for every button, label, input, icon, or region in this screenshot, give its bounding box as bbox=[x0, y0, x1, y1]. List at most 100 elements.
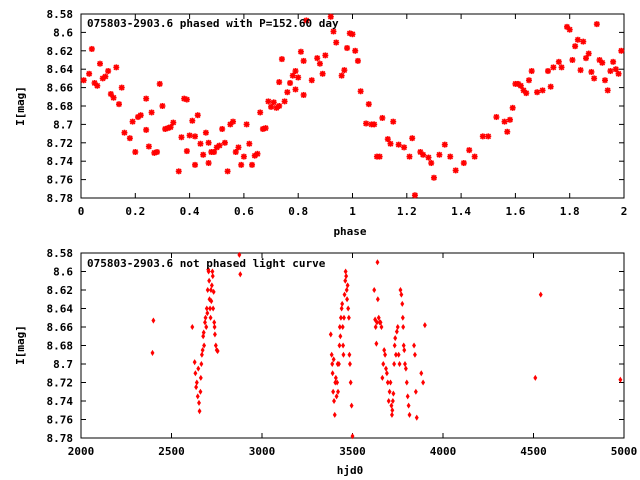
data-point bbox=[278, 56, 285, 63]
data-point bbox=[412, 342, 416, 349]
x-tick-labels: 2000 2500 3000 3500 4000 4500 5000 bbox=[68, 445, 638, 458]
data-point bbox=[397, 360, 402, 368]
data-point bbox=[413, 388, 418, 395]
data-point bbox=[116, 101, 123, 108]
data-point bbox=[421, 379, 426, 386]
y-tick-label: 8.7 bbox=[53, 358, 73, 371]
data-point bbox=[292, 68, 299, 75]
data-point bbox=[384, 136, 391, 143]
data-point bbox=[338, 72, 345, 79]
data-point bbox=[348, 379, 353, 386]
data-point bbox=[337, 323, 342, 331]
x-tick-label: 2500 bbox=[158, 445, 185, 458]
data-point bbox=[585, 50, 592, 57]
data-point bbox=[425, 154, 432, 161]
data-point bbox=[398, 286, 403, 294]
data-point bbox=[199, 360, 204, 368]
data-point bbox=[352, 47, 359, 54]
data-point bbox=[192, 133, 199, 140]
data-point bbox=[246, 140, 253, 147]
y-tick-label: 8.58 bbox=[47, 247, 74, 260]
data-point bbox=[194, 384, 199, 391]
data-point bbox=[539, 87, 546, 94]
data-point bbox=[219, 126, 226, 132]
data-point bbox=[289, 72, 296, 79]
data-point bbox=[346, 314, 351, 321]
data-point bbox=[466, 147, 473, 154]
data-point bbox=[198, 374, 203, 381]
data-point bbox=[204, 305, 209, 312]
data-point bbox=[343, 268, 348, 275]
data-point bbox=[332, 397, 336, 405]
x-tick-label: 0.6 bbox=[234, 205, 254, 218]
data-point bbox=[209, 286, 213, 294]
data-point bbox=[538, 291, 543, 298]
data-point bbox=[357, 88, 364, 95]
data-point bbox=[612, 66, 619, 73]
y-axis-label: I[mag] bbox=[14, 86, 27, 126]
data-point bbox=[193, 370, 198, 377]
data-point bbox=[205, 310, 210, 317]
data-point bbox=[270, 99, 277, 106]
data-point bbox=[601, 77, 608, 84]
data-point bbox=[390, 397, 395, 405]
data-point bbox=[354, 57, 361, 64]
data-point bbox=[341, 351, 346, 358]
data-point bbox=[591, 75, 598, 82]
data-point bbox=[406, 402, 411, 409]
data-point bbox=[316, 60, 323, 67]
data-point bbox=[287, 80, 294, 86]
data-point bbox=[422, 322, 427, 329]
data-point bbox=[333, 374, 338, 381]
data-point bbox=[268, 103, 275, 110]
data-point bbox=[349, 31, 356, 38]
data-point bbox=[249, 161, 256, 168]
data-point bbox=[322, 52, 329, 59]
data-point bbox=[402, 347, 407, 354]
data-point bbox=[394, 328, 399, 335]
data-point bbox=[441, 141, 448, 148]
data-point bbox=[550, 64, 557, 71]
plot-frame bbox=[80, 252, 625, 439]
tick-marks bbox=[80, 13, 625, 199]
data-point bbox=[102, 73, 109, 80]
data-point bbox=[170, 119, 177, 126]
data-point bbox=[213, 342, 218, 349]
data-point bbox=[129, 118, 136, 125]
data-point bbox=[401, 323, 406, 331]
x-tick-label: 1.8 bbox=[560, 205, 580, 218]
data-point bbox=[205, 160, 212, 167]
data-point bbox=[336, 360, 341, 368]
data-point bbox=[363, 120, 370, 127]
data-point bbox=[384, 365, 388, 372]
data-point bbox=[205, 139, 212, 146]
x-tick-label: 4000 bbox=[430, 445, 457, 458]
data-point bbox=[186, 132, 193, 139]
data-point bbox=[371, 121, 378, 128]
data-point bbox=[237, 251, 242, 258]
data-point bbox=[126, 135, 133, 142]
data-point bbox=[344, 45, 351, 52]
data-point bbox=[201, 329, 206, 336]
data-point bbox=[151, 317, 156, 324]
data-point bbox=[328, 331, 333, 338]
data-point bbox=[224, 168, 231, 175]
x-tick-label: 1 bbox=[349, 205, 356, 218]
data-point bbox=[342, 291, 347, 298]
data-point bbox=[387, 388, 392, 395]
data-point bbox=[534, 89, 541, 96]
data-point bbox=[365, 101, 372, 108]
data-point bbox=[345, 282, 350, 289]
data-point bbox=[284, 89, 291, 96]
data-point bbox=[404, 379, 409, 386]
x-tick-label: 0.2 bbox=[125, 205, 145, 218]
data-point bbox=[547, 83, 554, 90]
data-point bbox=[399, 291, 404, 298]
data-point bbox=[205, 286, 210, 294]
data-point bbox=[145, 143, 152, 150]
data-point bbox=[243, 121, 250, 128]
data-point bbox=[212, 323, 217, 331]
y-tick-label: 8.78 bbox=[47, 432, 74, 445]
data-point bbox=[143, 95, 150, 102]
data-point bbox=[121, 129, 128, 136]
